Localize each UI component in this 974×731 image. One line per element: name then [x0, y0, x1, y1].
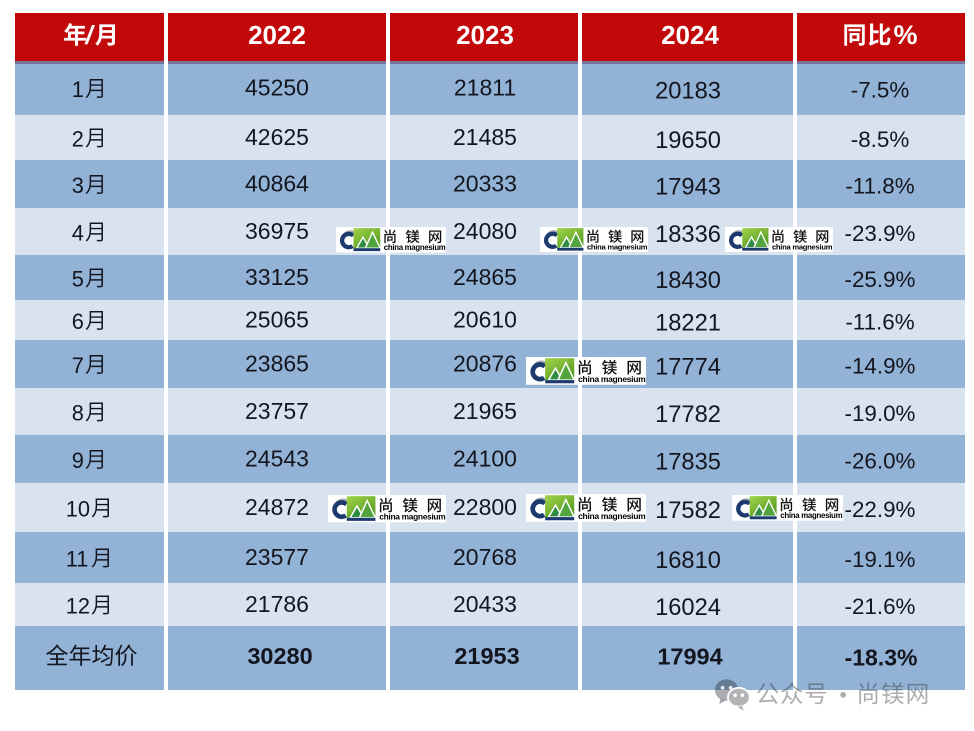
svg-text:12: 12	[66, 593, 90, 618]
svg-text:-11.8%: -11.8%	[845, 174, 914, 199]
svg-text:5: 5	[72, 266, 84, 291]
svg-text:24543: 24543	[245, 445, 309, 471]
svg-text:17774: 17774	[655, 355, 721, 381]
svg-text:24080: 24080	[453, 218, 517, 244]
svg-text:21485: 21485	[453, 124, 517, 150]
svg-text:2: 2	[72, 126, 84, 151]
svg-text:42625: 42625	[245, 124, 309, 150]
svg-text:17582: 17582	[655, 498, 721, 524]
svg-text:25065: 25065	[245, 306, 309, 332]
svg-text:4: 4	[72, 220, 84, 245]
svg-text:17943: 17943	[655, 175, 721, 201]
svg-text:2024: 2024	[661, 20, 719, 50]
svg-text:3: 3	[72, 173, 84, 198]
svg-text:19650: 19650	[655, 128, 721, 154]
svg-text:18430: 18430	[655, 268, 721, 294]
svg-text:24865: 24865	[453, 264, 517, 290]
svg-text:20183: 20183	[655, 79, 721, 105]
svg-text:40864: 40864	[245, 170, 309, 196]
svg-text:-26.0%: -26.0%	[845, 449, 916, 474]
svg-text:1: 1	[72, 77, 84, 102]
svg-text:-8.5%: -8.5%	[851, 127, 910, 152]
svg-text:17994: 17994	[657, 643, 722, 669]
svg-text:-11.6%: -11.6%	[845, 310, 914, 335]
svg-text:-22.9%: -22.9%	[845, 497, 916, 522]
svg-text:21953: 21953	[454, 643, 519, 669]
svg-text:18221: 18221	[655, 311, 721, 337]
svg-text:8: 8	[72, 400, 84, 425]
svg-text:7: 7	[72, 353, 84, 378]
svg-text:24100: 24100	[453, 445, 517, 471]
svg-text:11: 11	[66, 546, 89, 571]
svg-text:23757: 23757	[245, 398, 309, 424]
svg-text:16810: 16810	[655, 548, 721, 574]
svg-text:-19.1%: -19.1%	[845, 547, 916, 572]
svg-text:-18.3%: -18.3%	[845, 644, 918, 670]
svg-text:-14.9%: -14.9%	[845, 354, 916, 379]
svg-text:18336: 18336	[655, 222, 721, 248]
svg-text:-23.9%: -23.9%	[845, 221, 916, 246]
svg-text:20333: 20333	[453, 170, 517, 196]
svg-text:45250: 45250	[245, 74, 309, 100]
svg-text:-25.9%: -25.9%	[845, 267, 916, 292]
svg-text:22800: 22800	[453, 494, 517, 520]
svg-text:36975: 36975	[245, 218, 309, 244]
svg-text:17835: 17835	[655, 450, 721, 476]
svg-text:16024: 16024	[655, 595, 721, 621]
svg-text:20768: 20768	[453, 544, 517, 570]
svg-text:-19.0%: -19.0%	[845, 401, 916, 426]
svg-text:9: 9	[72, 448, 84, 473]
svg-text:-7.5%: -7.5%	[851, 78, 910, 103]
svg-text:20610: 20610	[453, 306, 517, 332]
svg-text:21786: 21786	[245, 591, 309, 617]
svg-text:-21.6%: -21.6%	[845, 594, 916, 619]
svg-text:%: %	[894, 20, 918, 50]
svg-text:17782: 17782	[655, 402, 721, 428]
svg-text:23865: 23865	[245, 350, 309, 376]
svg-text:10: 10	[66, 496, 90, 521]
svg-text:24872: 24872	[245, 494, 309, 520]
svg-text:20433: 20433	[453, 591, 517, 617]
svg-text:2023: 2023	[456, 20, 514, 50]
svg-text:21965: 21965	[453, 398, 517, 424]
svg-text:2022: 2022	[248, 20, 306, 50]
svg-text:30280: 30280	[247, 643, 312, 669]
svg-text:21811: 21811	[454, 74, 516, 100]
svg-text:33125: 33125	[245, 264, 309, 290]
svg-text:/: /	[85, 20, 96, 50]
svg-text:23577: 23577	[245, 544, 309, 570]
svg-text:6: 6	[72, 309, 84, 334]
svg-text:20876: 20876	[453, 350, 517, 376]
